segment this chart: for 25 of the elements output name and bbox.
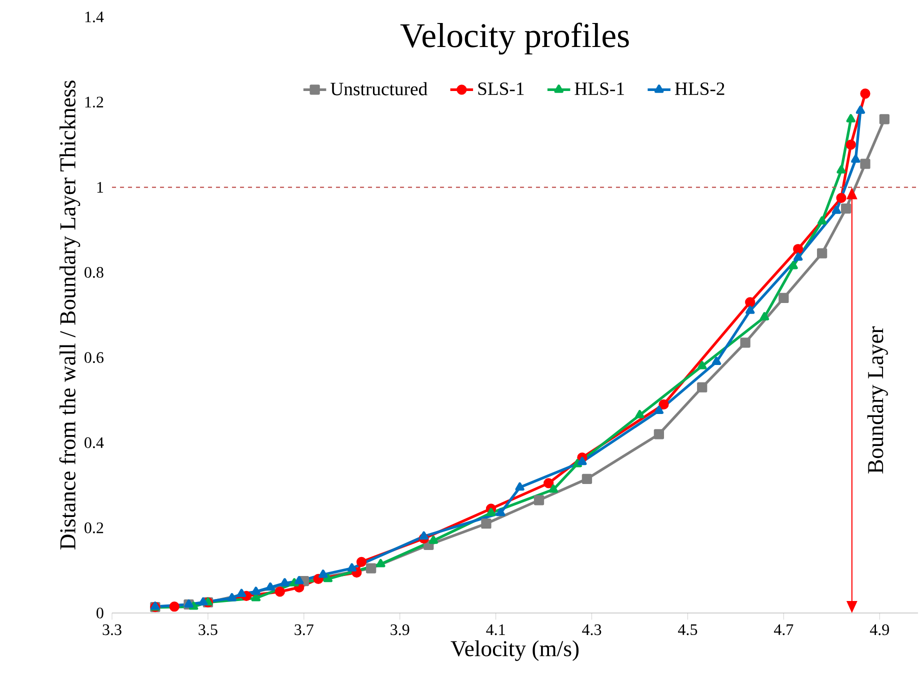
y-tick-label: 0.8: [84, 266, 104, 278]
x-tick-label: 3.9: [390, 624, 410, 636]
y-tick-label: 1.4: [85, 12, 104, 22]
x-tick-label: 4.1: [486, 624, 505, 636]
y-tick-label: 1: [97, 182, 104, 193]
x-tick-label: 4.3: [582, 624, 602, 636]
chart-title: Velocity profiles: [400, 22, 629, 55]
y-axis-title: Distance from the wall / Boundary Layer Thickness: [59, 80, 80, 550]
y-tick-label: 0.4: [84, 437, 104, 448]
x-tick-label: 3.3: [102, 624, 122, 636]
y-tick-label: 1.2: [85, 96, 104, 108]
legend-label: SLS-1: [478, 82, 524, 96]
x-axis-title: Velocity (m/s): [450, 640, 579, 661]
x-tick-label: 4.5: [678, 624, 698, 636]
annotation: Boundary Layer: [867, 326, 888, 474]
y-tick-label: 0.6: [84, 352, 104, 364]
legend-label: HLS-2: [674, 82, 724, 96]
legend-label: Unstructured: [330, 82, 428, 96]
x-tick-label: 3.7: [294, 624, 314, 636]
x-tick-label: 3.5: [198, 624, 218, 636]
y-tick-label: 0: [96, 608, 104, 618]
x-tick-label: 4.9: [870, 624, 889, 636]
legend-label: HLS-1: [574, 82, 624, 96]
y-tick-label: 0.2: [84, 522, 104, 534]
x-tick-label: 4.7: [774, 624, 794, 636]
